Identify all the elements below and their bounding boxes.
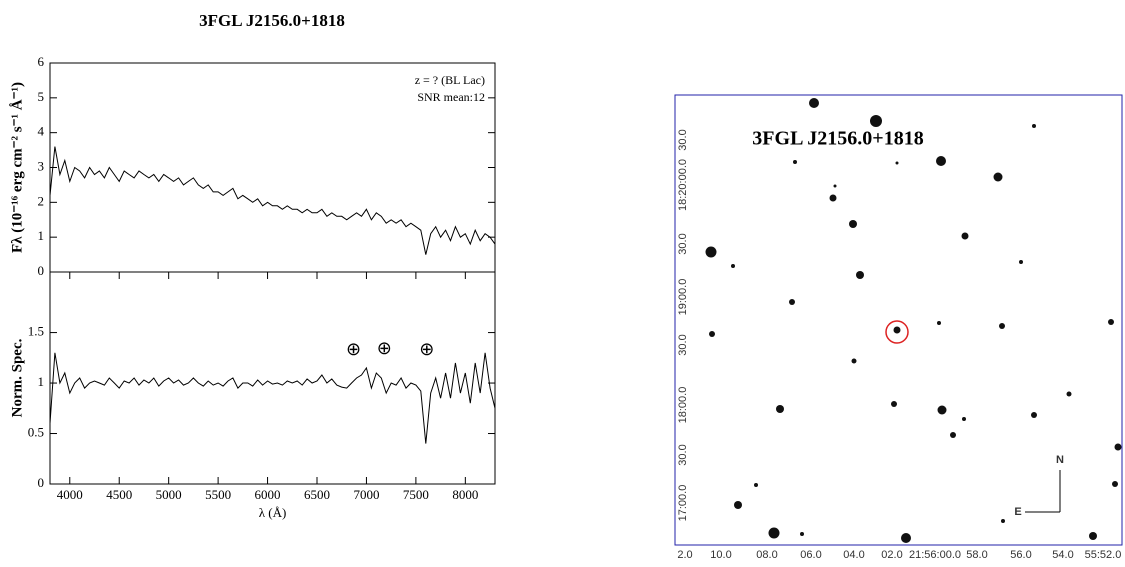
telluric-marker: ⊕ xyxy=(377,338,392,358)
telluric-marker: ⊕ xyxy=(346,339,361,359)
dec-label: 30.0 xyxy=(677,233,689,254)
x-tick-label: 5000 xyxy=(156,487,182,502)
finder-y-labels: 17:00.0 30.0 18:00.0 30.0 19:00.0 30.0 18:20:0… xyxy=(677,129,689,521)
ra-label: 06.0 xyxy=(800,549,821,561)
dec-label: 19:00.0 xyxy=(677,279,689,316)
dec-label: 18:00.0 xyxy=(677,387,689,424)
y-tick-label: 1 xyxy=(38,374,45,389)
compass-n: N xyxy=(1056,454,1064,466)
spectrum-line xyxy=(49,146,496,255)
y-tick-label: 1 xyxy=(38,228,45,243)
x-tick-label: 8000 xyxy=(452,487,478,502)
y-tick-label: 2 xyxy=(38,193,45,208)
y-tick-label: 3 xyxy=(38,158,45,173)
y-tick-label: 0 xyxy=(38,475,45,490)
x-axis-label: λ (Å) xyxy=(259,505,287,520)
ra-label: 08.0 xyxy=(756,549,777,561)
annotation: z = ? (BL Lac) xyxy=(415,73,485,87)
y-tick-label: 0 xyxy=(38,263,45,278)
x-tick-label: 4000 xyxy=(57,487,83,502)
y-axis-label: Fλ (10⁻¹⁶ erg cm⁻² s⁻¹ Å⁻¹) xyxy=(9,82,25,253)
plot-frame xyxy=(49,271,496,485)
ra-label: 2.0 xyxy=(677,549,692,561)
target-marker xyxy=(885,320,909,344)
spectra: 0 1 2 3 4 5 6 Fλ (10⁻¹⁶ erg cm⁻² s⁻¹ Å⁻¹) z = ? … xyxy=(9,54,496,520)
y-tick-label: 6 xyxy=(38,54,45,69)
ra-label: 55:52.0 xyxy=(1085,549,1122,561)
x-tick-label: 7500 xyxy=(403,487,429,502)
y-tick-label: 0.5 xyxy=(28,425,44,440)
compass-e: E xyxy=(1014,506,1021,518)
x-tick-label: 7000 xyxy=(353,487,379,502)
dec-label: 18:20:00.0 xyxy=(677,159,689,211)
ra-label: 04.0 xyxy=(843,549,864,561)
ra-label: 10.0 xyxy=(710,549,731,561)
y-tick-label: 1.5 xyxy=(28,324,44,339)
y-tick-label: 5 xyxy=(38,89,45,104)
x-tick-label: 6000 xyxy=(255,487,281,502)
dec-label: 30.0 xyxy=(677,334,689,355)
ra-label: 56.0 xyxy=(1010,549,1031,561)
ra-label: 21:56:00.0 xyxy=(909,549,961,561)
ra-label: 54.0 xyxy=(1052,549,1073,561)
ra-label: 58.0 xyxy=(966,549,987,561)
y-axis-label: Norm. Spec. xyxy=(9,338,25,417)
y-tick-label: 4 xyxy=(38,124,45,139)
dec-label: 17:00.0 xyxy=(677,485,689,522)
x-tick-label: 5500 xyxy=(205,487,231,502)
ra-label: 02.0 xyxy=(881,549,902,561)
annotation: SNR mean:12 xyxy=(417,90,485,104)
figure-title: 3FGL J2156.0+1818 xyxy=(199,11,345,30)
x-tick-label: 6500 xyxy=(304,487,330,502)
dec-label: 30.0 xyxy=(677,129,689,150)
stars xyxy=(705,98,1122,543)
finder-title: 3FGL J2156.0+1818 xyxy=(752,128,923,150)
x-tick-label: 4500 xyxy=(106,487,132,502)
dec-label: 30.0 xyxy=(677,444,689,465)
finder-x-labels: 2.0 10.0 08.0 06.0 04.0 02.0 21:56:00.0 58.0 56.… xyxy=(677,549,1121,561)
spectrum-line xyxy=(49,352,496,444)
telluric-marker: ⊕ xyxy=(419,339,434,359)
finder-frame xyxy=(674,94,1123,546)
finder-chart: 3FGL J2156.0+1818 2.0 10.0 08.0 06.0 04.0 02.… xyxy=(674,94,1123,561)
